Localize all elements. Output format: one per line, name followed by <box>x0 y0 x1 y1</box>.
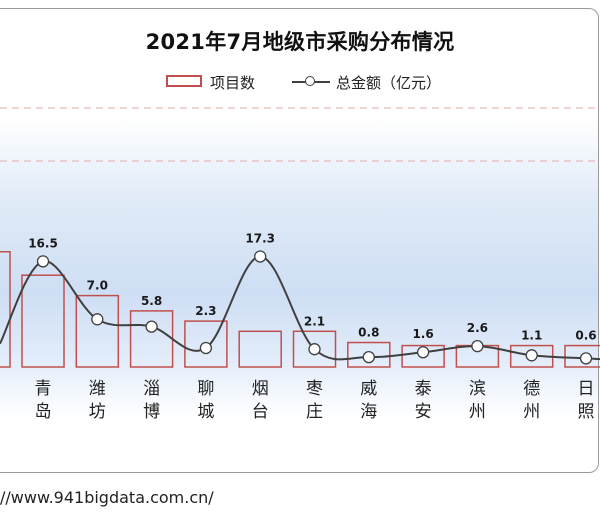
data-label: 7.0 <box>87 279 108 293</box>
data-label: 1.1 <box>521 329 542 343</box>
line-marker <box>199 341 213 355</box>
data-label: 5.8 <box>141 294 162 308</box>
data-label: 1.6 <box>412 327 433 341</box>
plot-background <box>0 119 598 419</box>
bar <box>564 344 600 368</box>
category-label: 枣 <box>306 379 323 399</box>
line-marker <box>416 346 430 359</box>
data-label: 16.5 <box>28 236 58 250</box>
bar-offscreen <box>0 250 11 368</box>
category-label: 海 <box>360 402 377 422</box>
line-marker <box>471 339 484 353</box>
line-marker <box>254 250 267 263</box>
category-label: 安 <box>415 402 432 422</box>
chart-frame <box>0 8 599 473</box>
bar <box>129 310 174 368</box>
category-label: 烟 <box>252 379 269 399</box>
category-label: 潍 <box>89 379 106 399</box>
line-marker <box>91 313 104 326</box>
legend-bar-swatch <box>166 75 202 87</box>
category-label: 台 <box>252 402 269 422</box>
data-label: 2.3 <box>195 304 216 318</box>
category-label: 淄 <box>143 379 160 399</box>
line-marker <box>36 255 50 268</box>
amount-line <box>0 255 600 361</box>
category-label: 岛 <box>35 402 52 422</box>
category-label: 坊 <box>89 402 106 422</box>
bar <box>184 320 228 368</box>
category-label: 日 <box>578 379 595 399</box>
category-label: 聊 <box>197 379 214 399</box>
chart-title: 2021年7月地级市采购分布情况 <box>145 30 455 54</box>
data-label: 2.6 <box>467 321 488 335</box>
legend-line-label: 总金额（亿元） <box>336 74 442 92</box>
bar <box>401 344 445 368</box>
line-marker <box>525 349 538 362</box>
legend-line-marker <box>305 76 315 86</box>
category-label: 威 <box>360 379 377 399</box>
bar <box>75 294 120 368</box>
category-label: 州 <box>469 402 486 422</box>
bar <box>21 274 65 368</box>
line-marker <box>308 343 321 356</box>
data-label: 2.1 <box>304 314 325 328</box>
category-label: 州 <box>523 402 540 422</box>
line-marker <box>145 320 158 333</box>
category-label: 博 <box>143 402 160 422</box>
category-label: 德 <box>523 379 540 399</box>
data-label: 17.3 <box>245 231 275 245</box>
category-label: 青 <box>35 379 52 399</box>
bar <box>238 330 282 368</box>
bar <box>347 341 391 368</box>
category-label: 庄 <box>306 402 323 422</box>
category-label: 城 <box>197 402 214 422</box>
source-url: //www.941bigdata.com.cn/ <box>0 488 214 507</box>
bar <box>292 330 337 368</box>
line-marker <box>579 352 593 365</box>
category-label: 泰 <box>415 379 432 399</box>
category-label: 照 <box>578 402 595 422</box>
line-marker <box>362 350 375 364</box>
category-label: 滨 <box>469 379 486 399</box>
data-label: 0.8 <box>358 326 379 340</box>
legend-bar-label: 项目数 <box>210 74 256 92</box>
data-label: 0.6 <box>575 329 596 343</box>
